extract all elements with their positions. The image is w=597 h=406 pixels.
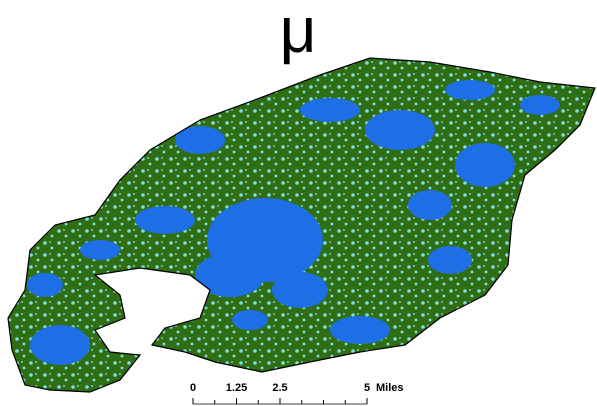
scale-label: 5: [364, 382, 370, 394]
scale-unit: Miles: [376, 382, 404, 394]
scale-bar: 0 1.25 2.5 5 Miles: [190, 382, 404, 405]
boundary: [7, 57, 596, 393]
scale-label: 2.5: [272, 382, 287, 394]
scale-label: 0: [190, 382, 196, 394]
scale-label: 1.25: [226, 382, 247, 394]
north-arrow: μ: [280, 0, 317, 66]
land-area: [8, 58, 595, 392]
